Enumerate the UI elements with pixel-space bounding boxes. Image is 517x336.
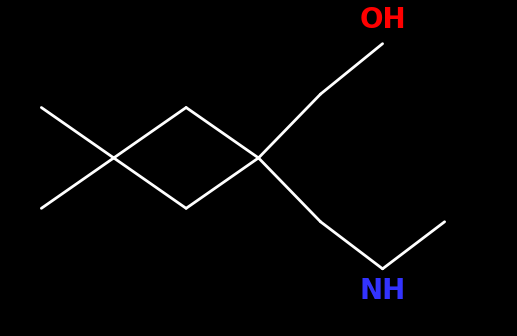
Text: OH: OH: [359, 6, 406, 34]
Text: NH: NH: [359, 277, 406, 305]
